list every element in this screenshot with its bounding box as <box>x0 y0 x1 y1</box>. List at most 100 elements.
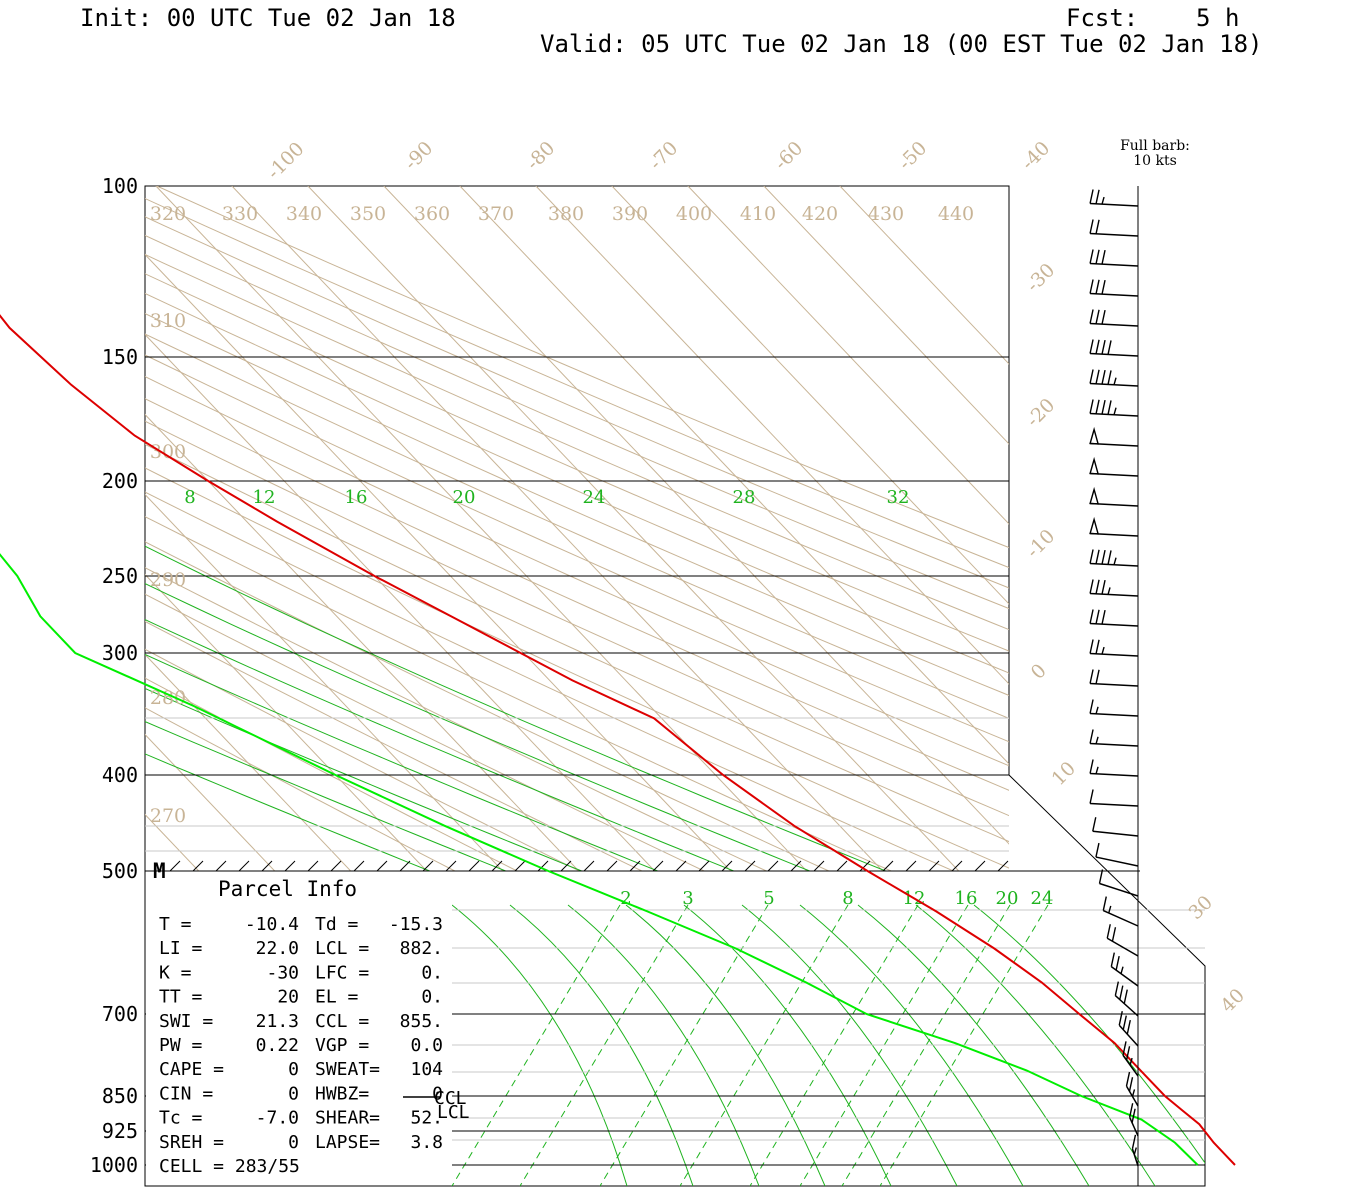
parcel-row-label: EL = <box>315 987 359 1008</box>
parcel-row-value: 0. <box>421 962 443 983</box>
mixing-ratio-line <box>749 904 919 1186</box>
hatch-mark <box>468 860 480 872</box>
pressure-label: 925 <box>102 1119 138 1143</box>
isotherm-line <box>231 186 884 871</box>
parcel-row-label: SHEAR= <box>315 1108 380 1129</box>
moist-adiabat <box>145 618 736 871</box>
isotherm-label: -100 <box>263 138 309 184</box>
wind-barb <box>1089 279 1139 297</box>
parcel-info: M Parcel Info T = -10.4 Td = -15.3 LI = 22.0 LCL… <box>146 859 470 1185</box>
barb-flag <box>1089 249 1094 264</box>
parcel-row-label: Td = <box>315 914 359 935</box>
barb-half-flag <box>1095 706 1099 714</box>
barb-half-flag <box>1133 1147 1137 1155</box>
isotherm-label: 0 <box>1027 660 1051 684</box>
moist-adiabat <box>973 904 1205 1164</box>
barb-flag <box>1095 842 1100 858</box>
barb-shaft <box>1131 1148 1139 1167</box>
barb-flag <box>1111 927 1117 942</box>
barb-shaft <box>1090 292 1139 297</box>
hatch-mark <box>790 860 802 872</box>
barb-flag <box>1095 339 1100 354</box>
barb-flag <box>1123 989 1128 1004</box>
isotherm-line <box>145 253 732 871</box>
parcel-row-label: SREH = <box>159 1132 224 1153</box>
moist-adiabat <box>567 904 760 1186</box>
parcel-row-label: HWBZ= <box>315 1083 369 1104</box>
barb-half-flag <box>1107 587 1111 595</box>
hatch-mark <box>652 860 664 872</box>
barb-legend-line1: Full barb: <box>1120 138 1190 154</box>
mixing-ratio-label: 3 <box>682 888 693 909</box>
barb-flag <box>1089 369 1094 384</box>
barb-flag <box>1089 789 1094 804</box>
isotherm-line <box>145 653 352 871</box>
barb-half-flag <box>1113 407 1117 415</box>
hatch-mark <box>997 860 1009 872</box>
parcel-info-title: Parcel Info <box>218 877 357 901</box>
pressure-label: 300 <box>102 641 138 665</box>
barb-flag <box>1089 339 1094 354</box>
parcel-row-value: 52. <box>410 1108 443 1129</box>
wind-barb <box>1089 609 1139 627</box>
mixing-ratio-label: 5 <box>763 888 774 909</box>
hatch-mark <box>445 860 457 872</box>
hatch-mark <box>192 860 204 872</box>
barb-flag <box>1095 549 1100 564</box>
moist-adiabat <box>857 904 1090 1186</box>
barb-shaft <box>1090 322 1139 327</box>
mixing-ratio-line <box>841 904 1011 1186</box>
mixing-ratio-line <box>679 904 849 1186</box>
theta-label: 320 <box>150 203 186 225</box>
barb-shaft <box>1128 1116 1139 1137</box>
theta-label: 400 <box>676 203 712 225</box>
barb-flag <box>1095 189 1100 204</box>
isotherm-label: -30 <box>1022 259 1059 296</box>
barb-shaft <box>1090 712 1139 717</box>
wind-barb <box>1131 1134 1139 1167</box>
wind-barb <box>1089 369 1139 387</box>
wind-barb <box>1089 399 1139 417</box>
barb-flag <box>1089 669 1094 684</box>
hatch-mark <box>422 860 434 872</box>
wind-barb <box>1089 699 1139 717</box>
barb-flag <box>1089 759 1094 774</box>
isotherm-line <box>535 186 1009 685</box>
barb-flag <box>1095 399 1100 414</box>
wind-barb <box>1106 924 1139 957</box>
isotherm-label: -20 <box>1022 394 1059 431</box>
isotherm-label: -40 <box>1017 137 1054 174</box>
barb-flag <box>1110 952 1115 967</box>
hatch-mark <box>675 860 687 872</box>
mixing-ratio-label: 28 <box>733 487 756 508</box>
dewpoint-profile <box>0 553 1199 1166</box>
barb-pennant <box>1089 456 1100 475</box>
pressure-label: 100 <box>102 174 138 198</box>
theta-label: 330 <box>222 203 258 225</box>
wind-barb <box>1089 189 1139 207</box>
barb-shaft <box>1090 232 1139 237</box>
theta-label: 280 <box>150 687 186 709</box>
hatch-mark <box>537 860 549 872</box>
hatch-mark <box>951 860 963 872</box>
barb-shaft <box>1090 772 1139 777</box>
barb-shaft <box>1090 592 1139 597</box>
wind-barb <box>1095 842 1139 867</box>
pressure-label: 250 <box>102 564 138 588</box>
theta-label: 270 <box>150 805 186 827</box>
barb-half-flag <box>1095 766 1099 774</box>
lcl-label: LCL <box>437 1102 470 1123</box>
barb-flag <box>1089 699 1094 714</box>
wind-barb <box>1089 579 1139 597</box>
parcel-row-value: 21.3 <box>256 1011 299 1032</box>
isotherm-line <box>145 493 504 871</box>
init-time: Init: 00 UTC Tue 02 Jan 18 <box>80 4 456 32</box>
barb-flag <box>1107 550 1112 565</box>
barb-shaft <box>1102 909 1139 927</box>
barb-flag <box>1089 189 1094 204</box>
wind-barb <box>1092 817 1139 837</box>
lower-diagram <box>451 904 1205 1186</box>
pressure-label: 150 <box>102 345 138 369</box>
barb-half-flag <box>1095 736 1099 744</box>
mandatory-level-marker: M <box>153 859 166 883</box>
